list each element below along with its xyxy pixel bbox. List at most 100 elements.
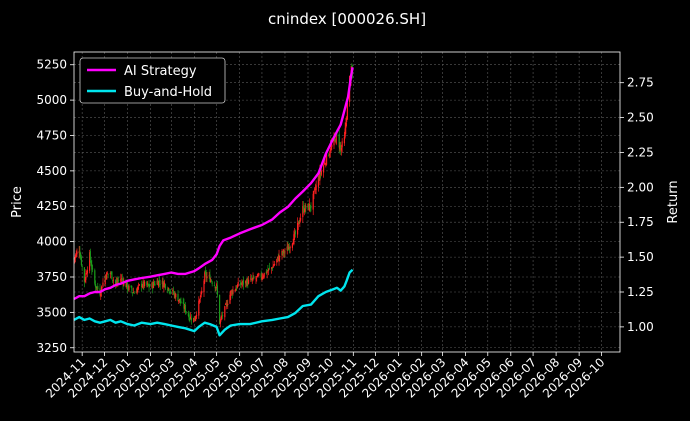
candle-body: [288, 247, 290, 250]
candle-body: [159, 284, 161, 285]
candle-body: [250, 279, 253, 281]
candle-body: [299, 221, 301, 223]
candle-body: [199, 298, 201, 299]
candle-body: [137, 286, 139, 289]
price-tick-label: 4750: [36, 128, 67, 142]
candle-body: [193, 316, 195, 321]
candle-body: [315, 185, 317, 191]
candle-body: [190, 317, 192, 321]
candle-body: [158, 280, 161, 283]
candle-body: [242, 281, 244, 283]
candle-body: [320, 170, 322, 175]
candle-body: [204, 272, 206, 283]
candle-body: [167, 287, 169, 290]
legend: AI Strategy Buy-and-Hold: [79, 57, 226, 104]
candle-body: [138, 284, 140, 286]
candle-body: [116, 280, 118, 283]
candle-body: [343, 136, 345, 144]
return-tick-label: 2.75: [627, 76, 654, 90]
return-tick-label: 2.50: [627, 111, 654, 125]
candle-body: [256, 276, 258, 278]
candle-body: [282, 251, 284, 254]
candle-body: [246, 279, 248, 286]
candle-body: [344, 128, 346, 137]
candle-body: [341, 141, 343, 148]
candle-body: [115, 282, 117, 284]
candle-body: [121, 278, 123, 281]
candle-body: [126, 282, 129, 290]
candle-body: [261, 277, 263, 279]
candle-body: [307, 203, 309, 208]
series-line-buy-and-hold: [73, 268, 354, 337]
candle-body: [236, 286, 238, 289]
candle-body: [85, 273, 87, 280]
candle-body: [157, 280, 159, 286]
candle-body: [317, 175, 319, 187]
candle-body: [89, 252, 91, 271]
candle-body: [260, 273, 262, 278]
candle-body: [338, 134, 340, 148]
candle-body: [245, 281, 247, 284]
candle-body: [110, 272, 112, 274]
candle-body: [163, 282, 165, 288]
candle-body: [177, 294, 179, 302]
candle-body: [146, 281, 148, 286]
candle-body: [268, 268, 270, 271]
candle-body: [79, 251, 81, 257]
candle-body: [235, 288, 237, 291]
candle-body: [94, 284, 97, 288]
candle-body: [346, 118, 348, 122]
candle-body: [308, 203, 310, 210]
candle-body: [304, 205, 306, 212]
candle-body: [141, 283, 143, 287]
candle-body: [289, 246, 291, 249]
candle-body: [313, 190, 315, 194]
candle-body: [91, 268, 94, 270]
candle-body: [132, 292, 134, 294]
candle-body: [152, 282, 155, 288]
candle-body: [131, 287, 133, 291]
candle-body: [230, 290, 232, 296]
return-tick-label: 1.75: [627, 215, 654, 229]
candle-body: [232, 290, 234, 294]
candle-body: [303, 211, 305, 213]
candle-body: [178, 300, 180, 302]
candle-body: [167, 289, 169, 291]
candle-body: [324, 163, 326, 165]
candle-body: [201, 291, 203, 293]
candle-body: [128, 285, 130, 290]
candle-body: [74, 255, 77, 258]
candle-body: [174, 293, 176, 298]
candle-body: [325, 163, 327, 165]
candle-body: [287, 246, 289, 251]
candle-body: [216, 285, 218, 295]
candle-body: [340, 147, 343, 151]
chart-title: cnindex [000026.SH]: [268, 10, 426, 28]
candle-body: [329, 152, 331, 153]
candle-body: [265, 271, 267, 274]
candle-body: [234, 289, 236, 292]
candle-body: [334, 139, 337, 143]
return-tick-label: 2.25: [627, 145, 654, 159]
candle-body: [101, 287, 103, 289]
candle-body: [276, 256, 279, 259]
candle-body: [309, 205, 311, 209]
candle-body: [276, 259, 278, 263]
candle-body: [106, 273, 109, 275]
price-tick-label: 5000: [36, 93, 67, 107]
candle-body: [283, 251, 285, 254]
y2-axis-label: Return: [666, 180, 681, 223]
candle-body: [96, 287, 98, 289]
candle-body: [80, 256, 82, 259]
candle-body: [126, 282, 128, 288]
candle-body: [143, 281, 146, 287]
series-line-ai-strategy: [73, 67, 354, 301]
candle-body: [236, 285, 239, 288]
candle-body: [204, 270, 207, 274]
candle-body: [330, 145, 332, 151]
candle-body: [339, 145, 341, 150]
candle-body: [164, 283, 166, 285]
candle-body: [149, 286, 151, 288]
price-axis: 3250 3500 3750 4000 4250 4500 4750 5000 5250: [36, 58, 74, 355]
candle-body: [262, 276, 264, 278]
